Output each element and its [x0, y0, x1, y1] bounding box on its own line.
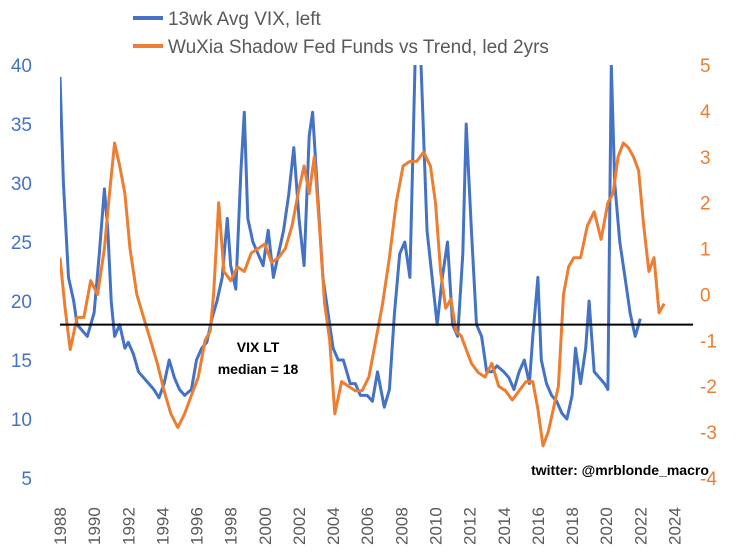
right-tick-label: 0: [700, 285, 711, 306]
x-tick-label: 2012: [461, 507, 480, 545]
x-tick-label: 2014: [495, 507, 514, 545]
right-axis-tick-labels: 5 4 3 2 1 0 -1 -2 -3 -4: [700, 56, 717, 490]
x-tick-label: 2020: [597, 507, 616, 545]
x-tick-label: 1992: [119, 507, 138, 545]
x-tick-label: 2004: [324, 507, 343, 545]
median-label-line1: VIX LT: [237, 339, 280, 355]
x-tick-label: 2002: [290, 507, 309, 545]
left-tick-label: 10: [11, 410, 32, 431]
x-tick-label: 1994: [153, 507, 172, 545]
x-tick-label: 2010: [427, 507, 446, 545]
wuxia-series-line: [60, 141, 666, 448]
x-tick-label: 1998: [222, 507, 241, 545]
x-tick-label: 2024: [665, 507, 684, 545]
right-tick-label: 1: [700, 240, 711, 261]
x-tick-label: 2022: [631, 507, 650, 545]
x-tick-label: 1988: [51, 507, 70, 545]
left-axis-tick-labels: 40 35 30 25 20 15 10 5: [11, 56, 32, 490]
x-tick-label: 2006: [358, 507, 377, 545]
vix-series-line: [60, 65, 642, 421]
right-tick-label: 3: [700, 148, 711, 169]
x-tick-label: 1996: [188, 507, 207, 545]
left-tick-label: 15: [11, 351, 32, 372]
left-tick-label: 40: [11, 56, 32, 77]
left-tick-label: 35: [11, 115, 32, 136]
legend-label-wuxia: WuXia Shadow Fed Funds vs Trend, led 2yr…: [168, 37, 549, 58]
x-tick-label: 2000: [256, 507, 275, 545]
legend: 13wk Avg VIX, left WuXia Shadow Fed Fund…: [133, 9, 549, 58]
right-tick-label: -4: [700, 469, 717, 490]
legend-label-vix: 13wk Avg VIX, left: [168, 9, 322, 30]
right-tick-label: 5: [700, 56, 711, 77]
left-tick-label: 20: [11, 292, 32, 313]
right-tick-label: 2: [700, 194, 711, 215]
x-axis-tick-labels: 1988 1990 1992 1994 1996 1998 2000 2002 2004 2006…: [51, 507, 684, 545]
right-tick-label: -2: [700, 377, 717, 398]
left-tick-label: 5: [21, 469, 32, 490]
x-tick-label: 2008: [392, 507, 411, 545]
right-tick-label: 4: [700, 102, 711, 123]
right-tick-label: -1: [700, 331, 717, 352]
median-label-line2: median = 18: [218, 361, 299, 377]
plot-area: [60, 65, 693, 448]
right-tick-label: -3: [700, 423, 717, 444]
left-tick-label: 30: [11, 174, 32, 195]
x-tick-label: 2018: [563, 507, 582, 545]
x-tick-label: 2016: [529, 507, 548, 545]
credit-text: twitter: @mrblonde_macro: [531, 462, 709, 478]
left-tick-label: 25: [11, 233, 32, 254]
x-tick-label: 1990: [85, 507, 104, 545]
